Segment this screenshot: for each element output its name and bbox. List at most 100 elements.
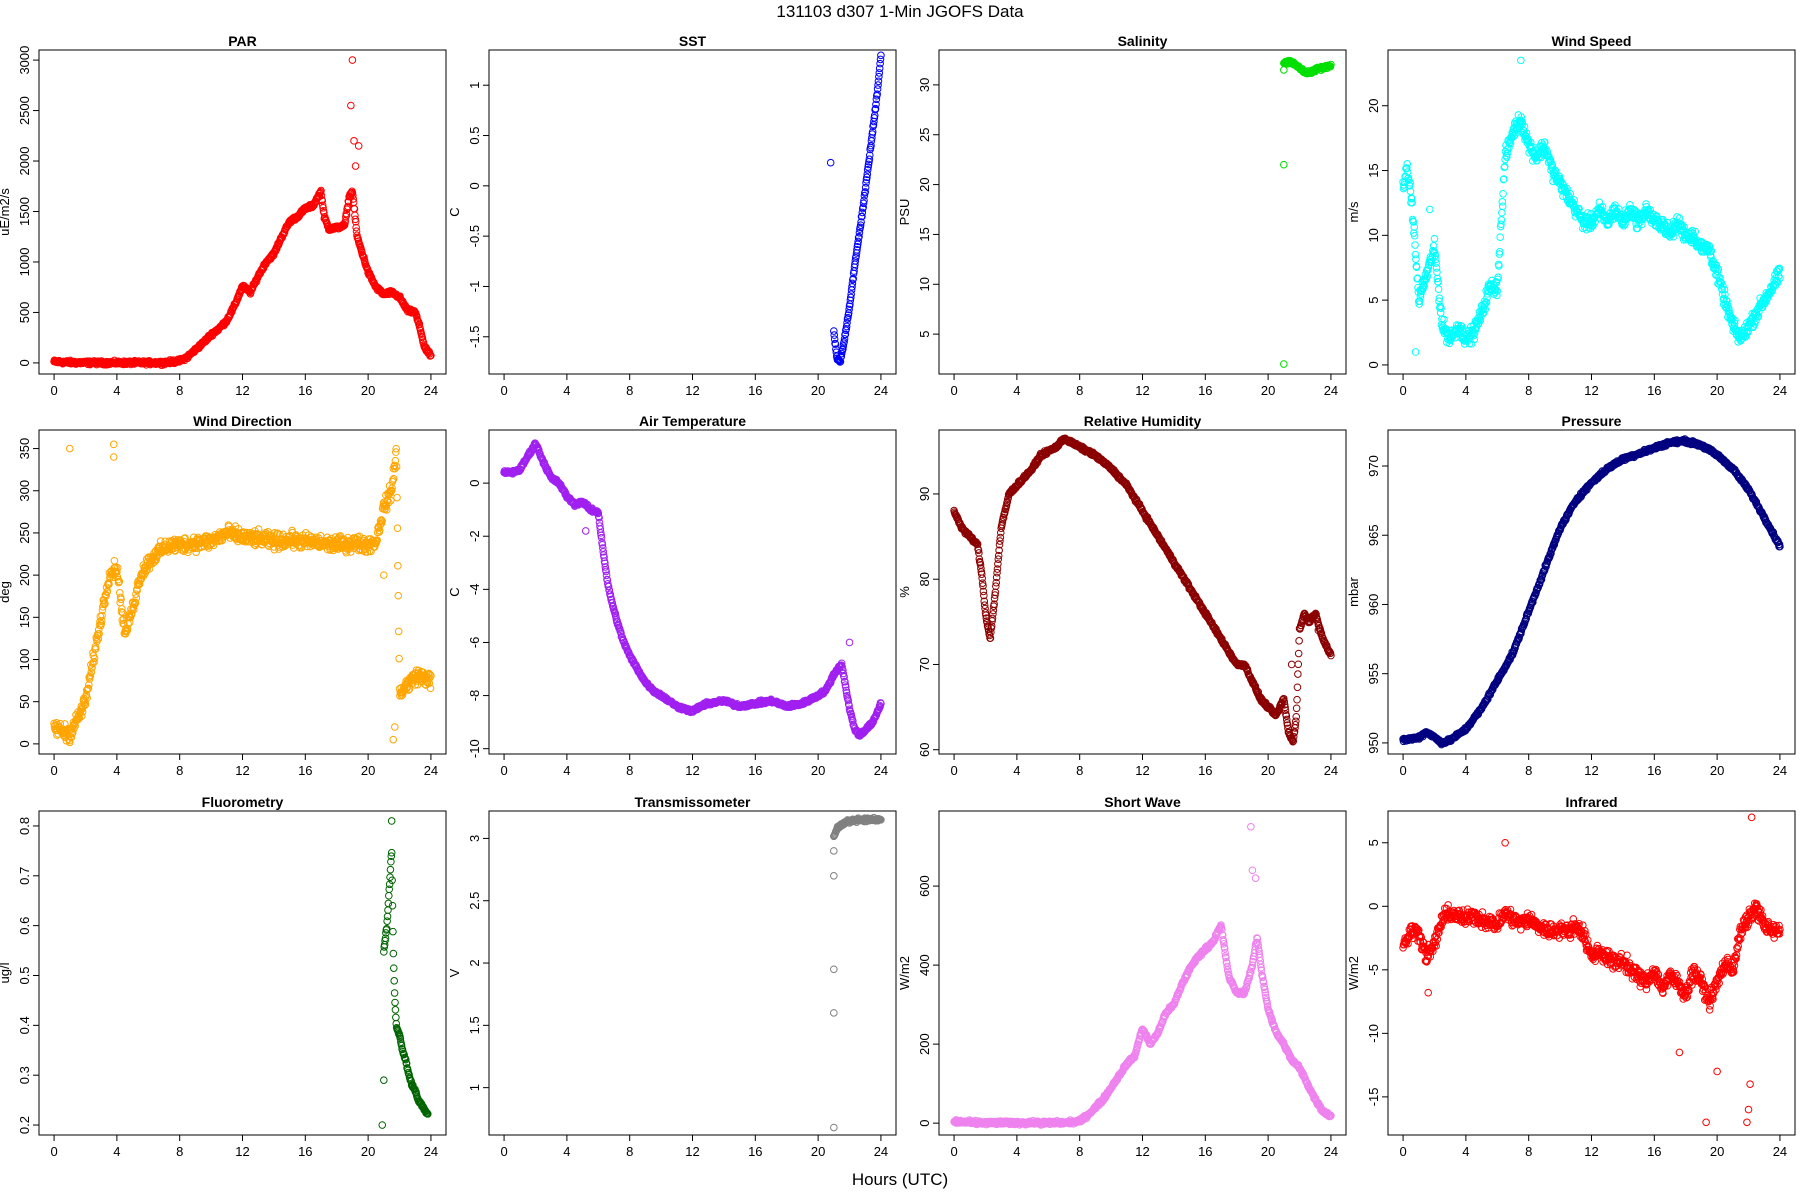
data-point <box>848 283 856 291</box>
y-tick-label: 5 <box>1366 297 1381 304</box>
data-point <box>415 320 424 328</box>
panel-title: Relative Humidity <box>1084 413 1202 429</box>
data-point <box>1410 231 1419 240</box>
data-point <box>830 335 839 343</box>
y-tick-label: 25 <box>917 128 932 142</box>
data-point <box>394 562 402 570</box>
x-tick-label: 4 <box>563 383 570 398</box>
data-point <box>318 201 327 210</box>
data-point <box>1497 216 1506 224</box>
data-point <box>846 293 855 302</box>
data-point <box>860 191 869 200</box>
x-tick-label: 0 <box>950 383 957 398</box>
plot-frame <box>488 49 897 375</box>
data-point <box>875 72 883 81</box>
y-tick-label: 1500 <box>17 197 32 226</box>
data-point <box>351 217 360 226</box>
x-tick-label: 8 <box>1076 383 1083 398</box>
data-point <box>317 186 325 195</box>
y-tick-label: 3000 <box>17 46 32 75</box>
outlier-point <box>65 444 74 453</box>
data-point <box>318 196 327 205</box>
data-point <box>859 199 868 208</box>
data-point <box>1432 264 1441 272</box>
y-tick-label: 50 <box>17 694 32 708</box>
data-point <box>349 195 358 203</box>
data-point <box>841 330 850 339</box>
data-point <box>1517 113 1526 121</box>
y-tick-label: 350 <box>17 438 32 460</box>
data-point <box>1434 278 1442 286</box>
data-point <box>1502 153 1511 162</box>
x-tick-label: 16 <box>748 763 762 778</box>
data-point <box>1498 208 1506 217</box>
data-point <box>862 176 871 184</box>
y-tick-label: -1 <box>467 281 482 293</box>
panel-title: PAR <box>228 33 257 49</box>
data-point <box>863 170 872 179</box>
data-point <box>1415 300 1423 308</box>
y-tick-label: 30 <box>917 78 932 92</box>
x-tick-label: 20 <box>361 383 375 398</box>
x-tick-label: 24 <box>424 763 438 778</box>
y-tick-label: 5 <box>917 331 932 338</box>
panel-title: Air Temperature <box>639 413 746 429</box>
outlier-point <box>351 162 360 170</box>
x-tick-label: 4 <box>113 763 120 778</box>
data-point <box>391 456 400 465</box>
panel-title: SST <box>679 33 707 49</box>
data-point <box>836 357 845 366</box>
y-tick-label: -0.5 <box>467 225 482 247</box>
x-tick-label: 8 <box>1525 383 1532 398</box>
data-point <box>830 327 838 335</box>
x-tick-label: 4 <box>1013 763 1020 778</box>
data-point <box>872 95 881 104</box>
outlier-point <box>348 56 357 64</box>
data-point <box>1431 251 1440 260</box>
y-axis-label: % <box>897 586 912 598</box>
data-point <box>1431 255 1440 264</box>
outlier-point <box>1411 348 1420 356</box>
outlier-point <box>1280 360 1288 368</box>
data-point <box>830 331 839 339</box>
y-tick-label: 0 <box>17 740 32 747</box>
y-tick-label: 0 <box>467 182 482 189</box>
data-point <box>1407 194 1416 203</box>
data-point <box>1457 322 1466 331</box>
x-tick-label: 24 <box>424 383 438 398</box>
outlier-point <box>380 571 388 579</box>
outlier-point <box>109 440 118 449</box>
data-point <box>1413 274 1422 283</box>
y-tick-label: -2 <box>467 530 482 542</box>
y-tick-label: 70 <box>917 657 932 671</box>
y-tick-label: 80 <box>917 572 932 586</box>
y-tick-label: 10 <box>917 277 932 291</box>
data-point <box>848 279 857 288</box>
plot-frame <box>1387 49 1796 375</box>
data-point <box>858 212 866 221</box>
data-point <box>1479 309 1488 317</box>
data-point <box>1493 287 1502 295</box>
data-point <box>394 627 403 636</box>
data-point <box>1433 274 1442 283</box>
outlier-point <box>391 723 399 731</box>
outlier-point <box>1425 205 1434 214</box>
data-point <box>393 493 401 502</box>
panel-title: Wind Speed <box>1552 33 1632 49</box>
outlier-point <box>350 137 358 145</box>
y-tick-label: 150 <box>17 606 32 628</box>
x-tick-label: 20 <box>1261 383 1275 398</box>
x-tick-label: 12 <box>1584 383 1598 398</box>
data-point <box>394 591 403 600</box>
y-tick-label: 200 <box>17 564 32 586</box>
data-point <box>1492 278 1501 287</box>
y-tick-label: 250 <box>17 522 32 544</box>
data-point <box>1510 132 1518 140</box>
data-point <box>395 654 403 663</box>
data-point <box>317 191 326 200</box>
x-tick-label: 8 <box>176 763 183 778</box>
data-point <box>1488 276 1496 285</box>
